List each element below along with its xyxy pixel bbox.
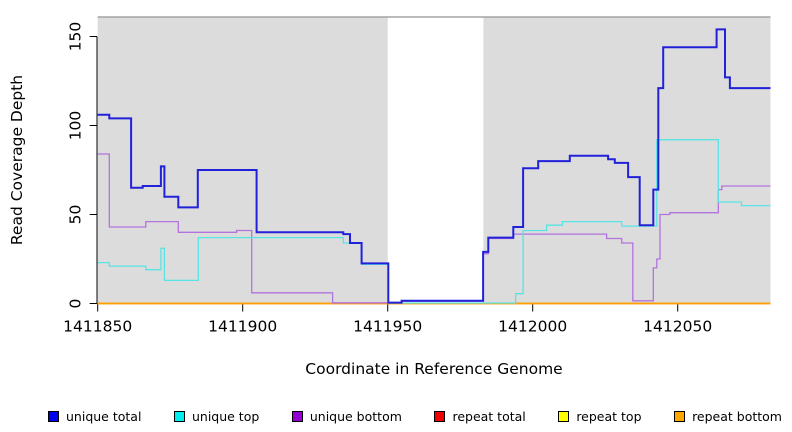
series-line-unique-top xyxy=(97,139,771,304)
legend-swatch-icon xyxy=(434,411,446,422)
legend-label: unique bottom xyxy=(309,409,402,424)
legend-swatch-icon xyxy=(558,411,570,422)
x-tick-label: 1411850 xyxy=(63,318,132,336)
y-tick-label: 150 xyxy=(67,22,85,52)
legend-item-repeat-total: repeat total xyxy=(434,409,526,424)
legend-label: unique top xyxy=(191,409,260,424)
legend-swatch-icon xyxy=(48,411,59,422)
legend-label: repeat top xyxy=(576,409,642,424)
legend-label: repeat total xyxy=(452,409,526,424)
x-tick-label: 1412000 xyxy=(498,318,567,336)
legend-item-repeat-bottom: repeat bottom xyxy=(674,409,782,424)
shaded-regions xyxy=(97,16,771,304)
legend-item-unique-top: unique top xyxy=(173,409,260,424)
legend-label: repeat bottom xyxy=(692,409,782,424)
legend-swatch-icon xyxy=(173,411,185,422)
x-tick-label: 1411950 xyxy=(353,318,422,336)
y-axis-title: Read Coverage Depth xyxy=(8,75,26,245)
x-axis-title: Coordinate in Reference Genome xyxy=(305,360,562,378)
legend-item-repeat-top: repeat top xyxy=(558,409,642,424)
y-tick-label: 0 xyxy=(67,299,85,309)
series-lines xyxy=(97,28,771,305)
shaded-region xyxy=(97,17,388,304)
legend-swatch-icon xyxy=(674,411,686,422)
coverage-chart-svg: 0 50 100 150 1411850 1411900 1411950 1412000 141… xyxy=(8,16,771,378)
legend-item-unique-total: unique total xyxy=(48,409,141,424)
x-tick-label: 1411900 xyxy=(208,318,277,336)
legend-swatch-icon xyxy=(291,411,303,422)
legend-label: unique total xyxy=(66,409,142,424)
series-line-unique-total xyxy=(97,28,771,304)
y-tick-label: 50 xyxy=(67,205,85,225)
legend-item-unique-bottom: unique bottom xyxy=(291,409,402,424)
shaded-region xyxy=(483,17,771,304)
x-tick-label: 1412050 xyxy=(643,318,712,336)
legend: unique total unique top unique bottom repea… xyxy=(0,409,792,424)
y-tick-label: 100 xyxy=(67,111,85,141)
